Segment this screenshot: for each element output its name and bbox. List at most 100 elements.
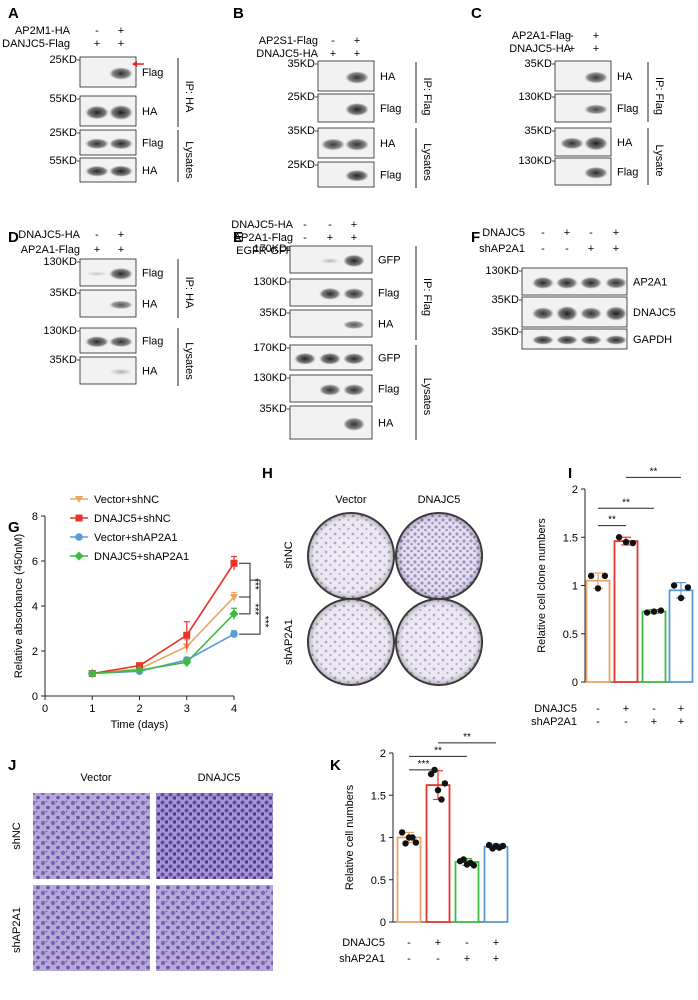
blot-flag-3: 25KD Flag	[287, 159, 401, 188]
condition-sign: +	[118, 38, 124, 50]
protein-band	[321, 138, 345, 151]
protein-band	[319, 384, 341, 396]
mw-marker: 35KD	[287, 58, 315, 70]
data-point	[684, 584, 692, 591]
x-tick-label: 3	[184, 703, 190, 715]
condition-sign: -	[303, 219, 307, 231]
condition-sign: +	[651, 716, 657, 728]
y-tick-label: 2	[380, 748, 386, 760]
significance-label: ***	[418, 759, 430, 770]
protein-band	[345, 169, 369, 182]
blot-ha-5: 35KD HA	[259, 403, 394, 440]
y-tick-label: 0	[32, 691, 38, 703]
condition-sign: +	[593, 43, 599, 55]
row-label: shNC	[283, 541, 295, 569]
protein-band	[343, 288, 365, 300]
point-marker	[230, 559, 238, 567]
point-marker	[74, 551, 84, 561]
blot-flag-4: 130KD Flag	[253, 372, 399, 403]
transwell-image-3	[156, 885, 273, 971]
protein-band	[109, 336, 133, 348]
panel-E: EDNAJC5-HA--+AP2A1-Flag-++EGFR-GFP+++170…	[231, 219, 433, 440]
legend-label: DNAJC5+shAP2A1	[94, 551, 189, 563]
protein-label: HA	[617, 71, 633, 83]
protein-label: HA	[380, 71, 396, 83]
group-label: Lysate	[653, 144, 665, 176]
significance-label: ***	[249, 578, 260, 590]
panel-label-A: A	[8, 5, 19, 22]
condition-sign: +	[613, 243, 619, 255]
protein-band	[294, 352, 316, 365]
column-label: DNAJC5	[418, 494, 461, 506]
condition-sign: -	[541, 243, 545, 255]
condition-label: DNAJC5-HA	[509, 43, 571, 55]
dish-shade	[308, 513, 394, 599]
condition-sign: +	[493, 953, 499, 965]
protein-band	[605, 335, 627, 345]
y-tick-label: 0.5	[371, 875, 386, 887]
data-point	[594, 585, 602, 592]
y-tick-label: 0	[380, 917, 386, 929]
blot-gapdh-2: 35KD GAPDH	[491, 326, 672, 350]
column-label: Vector	[80, 772, 112, 784]
mw-marker: 35KD	[259, 307, 287, 319]
column-label: DNAJC5	[198, 772, 241, 784]
protein-band	[556, 276, 578, 289]
protein-band	[584, 166, 608, 179]
protein-band	[109, 67, 133, 80]
condition-label: DNAJC5-HA	[18, 229, 80, 241]
condition-sign: +	[354, 35, 360, 47]
significance-label: **	[650, 466, 658, 477]
mw-marker: 35KD	[259, 403, 287, 415]
protein-band	[556, 335, 578, 345]
transwell-image-0	[33, 793, 150, 879]
blot-flag-3: 130KD Flag	[518, 155, 638, 186]
transwell-image-2	[33, 885, 150, 971]
mw-marker: 25KD	[287, 159, 315, 171]
significance-label: **	[434, 745, 442, 756]
protein-band	[85, 271, 109, 277]
protein-band	[109, 165, 133, 177]
y-axis-label: Relative cell numbers	[344, 784, 356, 890]
series-1: DNAJC5+shNC	[70, 513, 238, 677]
culture-dish-1	[395, 512, 483, 600]
condition-sign: -	[565, 243, 569, 255]
x-tick-label: 1	[89, 703, 95, 715]
condition-sign: -	[95, 229, 99, 241]
panel-label-G: G	[8, 519, 20, 536]
bar	[396, 836, 422, 923]
protein-label: HA	[380, 138, 396, 150]
condition-sign: +	[118, 244, 124, 256]
bar	[641, 610, 667, 683]
bar	[668, 589, 694, 683]
culture-dish-0	[307, 512, 395, 600]
culture-dish-2	[307, 598, 395, 686]
data-point	[402, 840, 409, 847]
column-label: Vector	[335, 494, 367, 506]
bar	[454, 861, 480, 923]
protein-label: GAPDH	[633, 334, 672, 346]
condition-label: DNAJC5	[534, 703, 577, 715]
protein-band	[345, 71, 369, 84]
y-tick-label: 2	[572, 484, 578, 496]
condition-sign: +	[118, 25, 124, 37]
condition-sign: +	[327, 232, 333, 244]
data-point	[670, 582, 678, 589]
protein-label: Flag	[142, 67, 163, 79]
group-label: Lysates	[421, 378, 433, 416]
protein-label: Flag	[380, 170, 401, 182]
blot-membrane	[289, 405, 373, 440]
mw-marker: 130KD	[43, 256, 77, 268]
data-point	[650, 608, 658, 615]
legend-label: Vector+shNC	[94, 494, 159, 506]
condition-sign: -	[303, 232, 307, 244]
mw-marker: 25KD	[49, 54, 77, 66]
protein-band	[343, 320, 365, 330]
blot-ha-0: 35KD HA	[524, 58, 633, 92]
data-point	[470, 862, 478, 869]
condition-sign: -	[652, 703, 656, 715]
protein-band	[605, 277, 627, 289]
protein-label: Flag	[142, 268, 163, 280]
protein-label: HA	[617, 137, 633, 149]
